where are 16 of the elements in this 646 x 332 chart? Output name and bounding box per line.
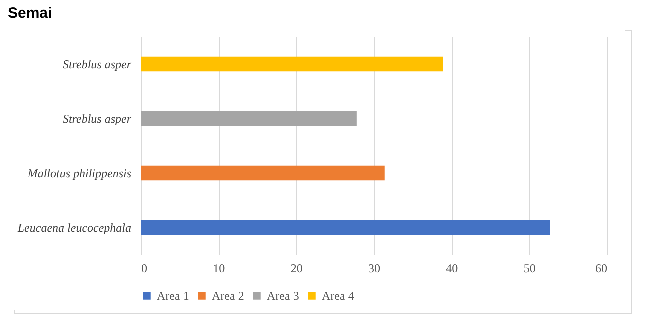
y-tick-label: Streblus asper [62,57,132,72]
x-tick-label: 0 [142,262,148,276]
legend-label: Area 2 [212,289,244,303]
x-tick-label: 40 [446,262,458,276]
y-tick-label: Streblus asper [62,112,132,126]
y-tick-label: Mallotus philippensis [26,166,132,180]
legend-label: Area 1 [157,289,190,303]
x-tick-label: 60 [596,262,608,276]
x-tick-label: 30 [368,262,380,276]
x-tick-label: 50 [524,262,536,276]
y-tick-label: Leucaena leucocephala [16,220,132,235]
x-tick-label: 20 [290,262,303,276]
chart-title: Semai [8,5,52,22]
legend-label: Area 4 [322,289,354,303]
x-tick-label: 10 [213,262,226,276]
legend-label: Area 3 [267,289,300,303]
